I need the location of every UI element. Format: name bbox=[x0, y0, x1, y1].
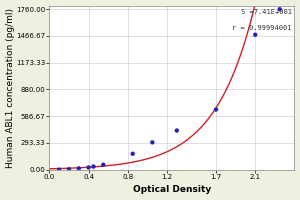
Point bbox=[101, 163, 106, 166]
Point bbox=[214, 108, 218, 111]
Text: S =7.41E+001: S =7.41E+001 bbox=[241, 9, 292, 15]
X-axis label: Optical Density: Optical Density bbox=[133, 185, 211, 194]
Point bbox=[67, 168, 71, 171]
Point bbox=[57, 168, 62, 171]
Text: r = 0.99994001: r = 0.99994001 bbox=[232, 25, 292, 31]
Point bbox=[174, 129, 179, 132]
Point bbox=[76, 167, 81, 170]
Point bbox=[91, 165, 96, 168]
Point bbox=[253, 33, 258, 36]
Point bbox=[86, 166, 91, 169]
Point bbox=[130, 152, 135, 155]
Y-axis label: Human ABL1 concentration (pg/ml): Human ABL1 concentration (pg/ml) bbox=[6, 8, 15, 168]
Point bbox=[277, 8, 282, 11]
Point bbox=[150, 141, 155, 144]
